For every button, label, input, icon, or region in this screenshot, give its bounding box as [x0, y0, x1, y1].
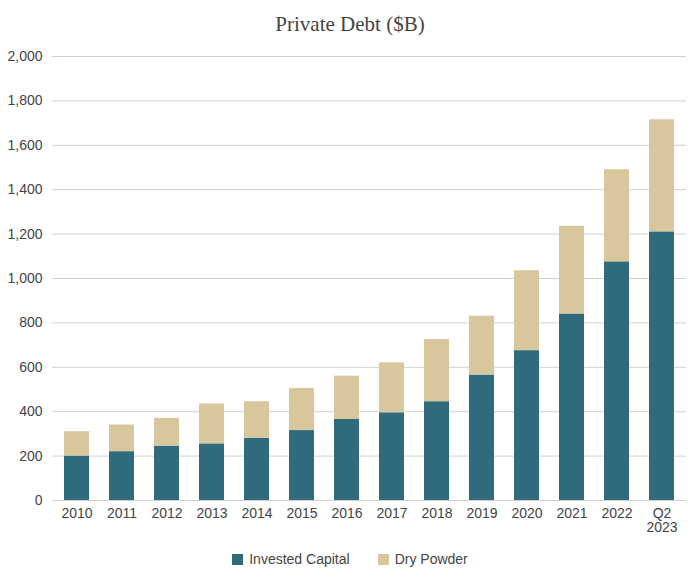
svg-text:2019: 2019 — [466, 505, 497, 521]
svg-text:2015: 2015 — [286, 505, 317, 521]
svg-text:2016: 2016 — [331, 505, 362, 521]
svg-text:200: 200 — [19, 448, 43, 464]
svg-text:2012: 2012 — [151, 505, 182, 521]
svg-text:2010: 2010 — [61, 505, 92, 521]
svg-text:2020: 2020 — [511, 505, 542, 521]
svg-text:2011: 2011 — [107, 505, 137, 521]
svg-text:1,000: 1,000 — [7, 270, 42, 286]
svg-text:2022: 2022 — [601, 505, 632, 521]
svg-text:2014: 2014 — [241, 505, 272, 521]
html-text:Invested Capital: Invested Capital — [249, 551, 350, 567]
svg-text:800: 800 — [19, 314, 43, 330]
svg-text:2018: 2018 — [421, 505, 452, 521]
svg-text:2013: 2013 — [196, 505, 227, 521]
svg-text:1,600: 1,600 — [7, 137, 42, 153]
svg-text:1,400: 1,400 — [7, 181, 42, 197]
svg-text:600: 600 — [19, 359, 43, 375]
svg-text:1,800: 1,800 — [7, 92, 42, 108]
svg-text:1,200: 1,200 — [7, 226, 42, 242]
svg-text:2,000: 2,000 — [7, 48, 42, 64]
html-text:Private Debt ($B): Private Debt ($B) — [275, 12, 425, 36]
svg-text:Q22023: Q22023 — [646, 505, 677, 535]
svg-text:0: 0 — [35, 492, 43, 508]
svg-text:400: 400 — [19, 403, 43, 419]
svg-text:2017: 2017 — [376, 505, 407, 521]
html-text:Dry Powder: Dry Powder — [394, 551, 468, 567]
svg-text:2021: 2021 — [556, 505, 587, 521]
